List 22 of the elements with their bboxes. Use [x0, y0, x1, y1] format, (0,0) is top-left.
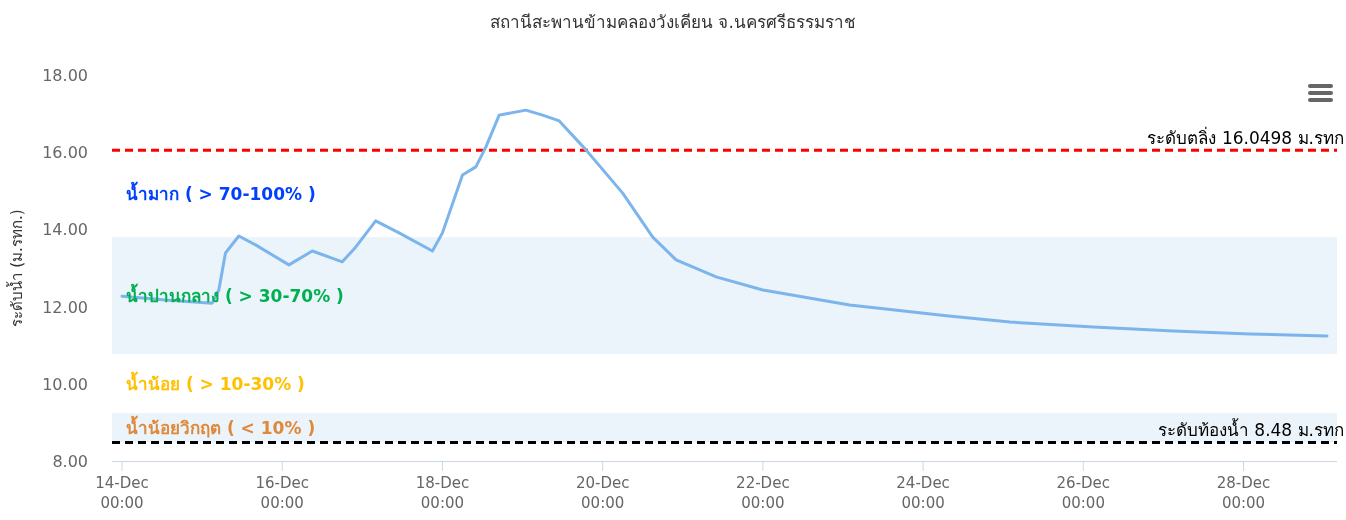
y-tick-label: 16.00 [42, 143, 88, 163]
x-tick-label: 20-Dec 00:00 [575, 474, 630, 512]
ref-line-label: ระดับตลิ่ง 16.0498 ม.รทก [1147, 126, 1344, 149]
annotation: น้ำมาก ( > 70-100% ) [126, 180, 316, 204]
x-tick-label: 18-Dec 00:00 [415, 474, 470, 512]
x-tick-label: 24-Dec 00:00 [896, 474, 950, 512]
y-tick-label: 18.00 [42, 66, 88, 85]
y-tick-label: 12.00 [42, 297, 88, 317]
x-tick-label: 14-Dec 00:00 [95, 474, 149, 512]
y-axis-title: ระดับน้ำ (ม.รทก.) [6, 209, 26, 327]
ref-line-label: ระดับท้องน้ำ 8.48 ม.รทก [1157, 418, 1344, 441]
x-tick-label: 28-Dec 00:00 [1216, 474, 1271, 512]
band-label: น้ำปานกลาง ( > 30-70% ) [126, 282, 344, 306]
chart-title: สถานีสะพานข้ามคลองวังเคียน จ.นครศรีธรรมราช [490, 12, 856, 32]
y-tick-label: 10.00 [42, 374, 88, 394]
annotation: น้ำน้อย ( > 10-30% ) [126, 370, 305, 394]
x-tick-label: 16-Dec 00:00 [255, 474, 309, 512]
band-label: น้ำน้อยวิกฤต ( < 10% ) [126, 414, 316, 438]
x-tick-label: 22-Dec 00:00 [736, 474, 790, 512]
y-tick-label: 8.00 [52, 452, 88, 471]
y-tick-label: 14.00 [42, 220, 88, 240]
x-tick-label: 26-Dec 00:00 [1056, 474, 1111, 512]
